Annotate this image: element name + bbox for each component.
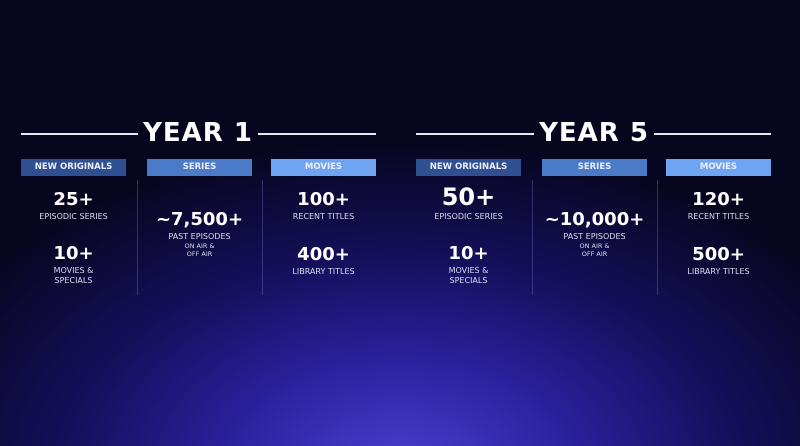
stat-value: 100+ [297, 189, 350, 210]
stat-value: ~7,500+ [155, 209, 244, 230]
stat-label: RECENT TITLES [292, 212, 355, 221]
stat-label: PAST EPISODES [563, 232, 626, 241]
stat-label: PAST EPISODES [168, 232, 231, 241]
stat-value: 500+ [692, 244, 745, 265]
stat-label: LIBRARY TITLES [687, 267, 750, 276]
header-movies: MOVIES [271, 159, 376, 176]
stat-label: RECENT TITLES [687, 212, 750, 221]
stat-value: 120+ [692, 189, 745, 210]
stat-value: 10+ [448, 243, 489, 264]
stat-label: EPISODIC SERIES [434, 212, 503, 221]
header-new-originals: NEW ORIGINALS [21, 159, 126, 176]
stat-sublabel: ON AIR & OFF AIR [184, 242, 215, 258]
stat-past-episodes: ~7,500+ PAST EPISODES ON AIR & OFF AIR [137, 209, 262, 259]
stat-recent-titles: 120+ RECENT TITLES [656, 190, 781, 222]
column-divider [532, 180, 533, 295]
stat-library-titles: 500+ LIBRARY TITLES [656, 245, 781, 277]
year-1-title: YEAR 1 [143, 118, 253, 148]
stat-recent-titles: 100+ RECENT TITLES [261, 190, 386, 222]
title-rule-left [21, 133, 138, 135]
header-movies: MOVIES [666, 159, 771, 176]
stat-value: 50+ [441, 183, 496, 211]
stat-episodic-series: 25+ EPISODIC SERIES [11, 190, 136, 222]
stat-value: 25+ [53, 189, 94, 210]
header-series: SERIES [542, 159, 647, 176]
stat-past-episodes: ~10,000+ PAST EPISODES ON AIR & OFF AIR [532, 209, 657, 259]
stat-movies-specials: 10+ MOVIES & SPECIALS [11, 244, 136, 286]
column-divider [137, 180, 138, 295]
stat-episodic-series: 50+ EPISODIC SERIES [406, 184, 531, 222]
title-rule-right [654, 133, 771, 135]
stat-sublabel: ON AIR & OFF AIR [579, 242, 610, 258]
column-divider [657, 180, 658, 295]
stat-label: LIBRARY TITLES [292, 267, 355, 276]
stat-label: MOVIES & SPECIALS [448, 266, 489, 285]
stat-label: EPISODIC SERIES [39, 212, 108, 221]
column-divider [262, 180, 263, 295]
stat-value: 400+ [297, 244, 350, 265]
stat-library-titles: 400+ LIBRARY TITLES [261, 245, 386, 277]
stat-value: 10+ [53, 243, 94, 264]
stat-label: MOVIES & SPECIALS [53, 266, 94, 285]
stat-movies-specials: 10+ MOVIES & SPECIALS [406, 244, 531, 286]
year-5-title: YEAR 5 [539, 118, 649, 148]
header-series: SERIES [147, 159, 252, 176]
title-rule-left [416, 133, 534, 135]
title-rule-right [258, 133, 376, 135]
header-new-originals: NEW ORIGINALS [416, 159, 521, 176]
stat-value: ~10,000+ [544, 209, 645, 230]
